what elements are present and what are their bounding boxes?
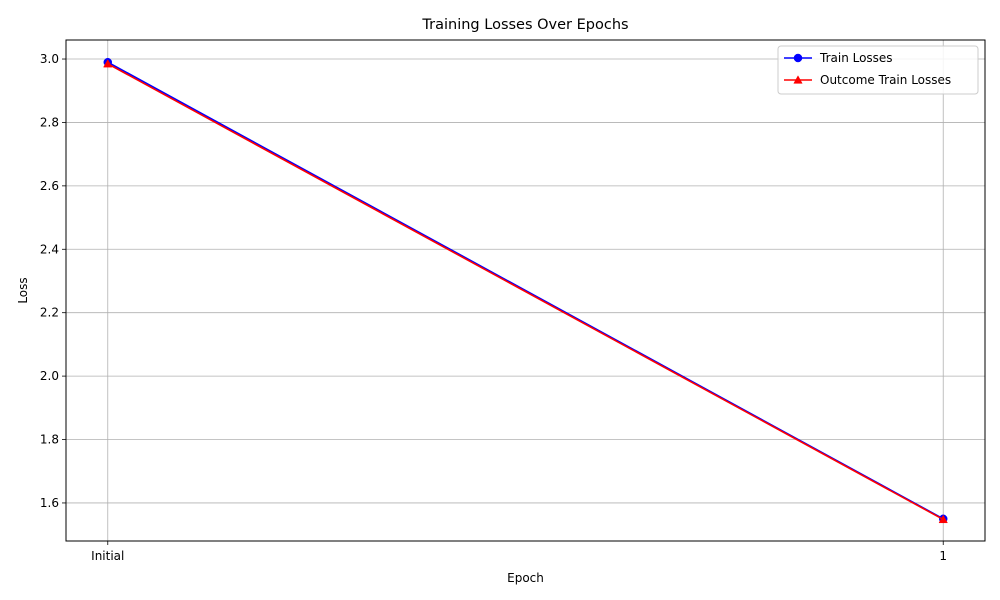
y-axis: 1.6 1.8 2.0 2.2 2.4 2.6 2.8 3.0 xyxy=(40,52,66,510)
plot-frame xyxy=(65,39,986,542)
legend-item: Outcome Train Losses xyxy=(784,73,951,87)
series-group xyxy=(103,57,948,524)
y-tick-label: 2.0 xyxy=(40,369,59,383)
legend-marker xyxy=(793,53,803,63)
legend-label: Outcome Train Losses xyxy=(820,73,951,87)
y-tick-label: 2.2 xyxy=(40,306,59,320)
y-tick-label: 1.8 xyxy=(40,433,59,447)
data-point xyxy=(938,514,948,524)
series-line xyxy=(107,63,944,521)
y-tick-label: 1.6 xyxy=(40,496,59,510)
series-2 xyxy=(103,59,948,524)
legend-box xyxy=(777,45,979,95)
y-tick-label: 2.8 xyxy=(40,115,59,129)
legend-label: Train Losses xyxy=(819,51,893,65)
data-point xyxy=(103,59,113,68)
legend-marker xyxy=(793,75,803,84)
y-tick-label: 2.4 xyxy=(40,242,59,256)
chart-title: Training Losses Over Epochs xyxy=(421,17,628,33)
y-axis-label: Loss xyxy=(16,277,30,303)
x-tick-label: Initial xyxy=(91,549,124,563)
x-axis: Initial 1 xyxy=(91,541,947,563)
x-tick-label: 1 xyxy=(939,549,947,563)
legend-item: Train Losses xyxy=(784,51,893,65)
x-axis-label: Epoch xyxy=(507,571,544,585)
legend: Train Losses Outcome Train Losses xyxy=(777,45,979,95)
y-tick-label: 2.6 xyxy=(40,179,59,193)
y-tick-label: 3.0 xyxy=(40,52,59,66)
